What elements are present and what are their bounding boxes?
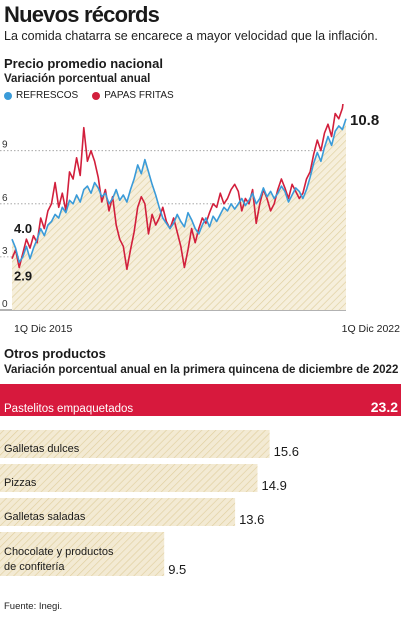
bar-2	[0, 464, 258, 492]
start-label-papas-fritas: 2.9	[14, 269, 32, 284]
end-label-refrescos: 10.8	[350, 112, 379, 129]
section-2-subtitle: Variación porcentual anual en la primera…	[4, 364, 399, 376]
chart-legend: REFRESCOS PAPAS FRITAS	[4, 90, 174, 101]
bar-label-2: Pizzas	[4, 477, 37, 489]
x-tick-label-end: 1Q Dic 2022	[342, 323, 401, 335]
series-line-refrescos	[11, 118, 347, 263]
bar-label-0: Pastelitos empaquetados	[4, 403, 133, 415]
bar-label-line-2: de confitería	[4, 561, 65, 573]
legend-label-refrescos: REFRESCOS	[16, 90, 79, 101]
bar-chart: Pastelitos empaquetados 23.2 Galletas dulc…	[0, 384, 401, 577]
legend-swatch-papas-fritas	[92, 91, 101, 100]
bar-0	[0, 384, 401, 416]
legend-swatch-refrescos	[4, 91, 12, 100]
bar-value-0: 23.2	[371, 399, 398, 415]
section-2-title: Otros productos	[4, 346, 106, 361]
x-tick-label-start: 1Q Dic 2015	[14, 323, 73, 335]
y-tick-label-6: 6	[2, 193, 8, 204]
y-tick-label-9: 9	[2, 140, 8, 151]
start-label-refrescos: 4.0	[14, 221, 32, 236]
bar-3	[0, 498, 236, 526]
legend-label-papas-fritas: PAPAS FRITAS	[104, 90, 174, 101]
page-subtitle: La comida chatarra se encarece a mayor v…	[4, 29, 378, 43]
bar-1	[0, 430, 270, 458]
bar-value-3: 13.6	[239, 512, 264, 527]
y-tick-label-3: 3	[2, 246, 8, 257]
bar-value-2: 14.9	[262, 478, 287, 493]
bar-label-3: Galletas saladas	[4, 511, 86, 523]
bar-4	[0, 532, 165, 576]
source-note: Fuente: Inegi.	[4, 601, 63, 612]
bar-label-1: Galletas dulces	[4, 443, 80, 455]
refrescos-area	[12, 118, 346, 310]
y-tick-label-0: 0	[2, 299, 8, 310]
section-1-subtitle: Variación porcentual anual	[4, 73, 151, 85]
bar-label-4: Chocolate y productos de confitería	[4, 546, 114, 573]
series-line-papas-fritas	[11, 104, 344, 271]
bar-value-1: 15.6	[274, 444, 299, 459]
bar-value-4: 9.5	[168, 562, 186, 577]
page-title: Nuevos récords	[4, 2, 160, 27]
section-1-title: Precio promedio nacional	[4, 56, 163, 71]
bar-label-line-1: Chocolate y productos	[4, 546, 114, 558]
